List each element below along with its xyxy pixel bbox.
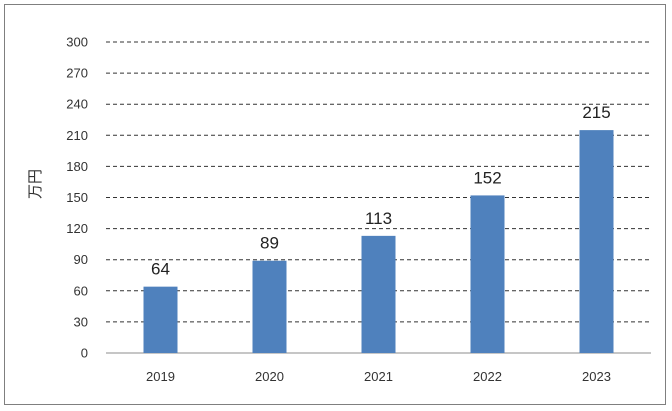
data-label-2021: 113 xyxy=(365,209,392,228)
data-label-2020: 89 xyxy=(260,234,279,253)
y-tick-label: 120 xyxy=(66,221,88,236)
x-axis-ticks: 2019 2020 2021 2022 2023 xyxy=(146,369,611,384)
bar-2022 xyxy=(470,195,505,353)
bar-2019 xyxy=(143,286,178,353)
y-tick-label: 180 xyxy=(66,159,88,174)
x-tick-label-2021: 2021 xyxy=(364,369,393,384)
y-tick-label: 270 xyxy=(66,66,88,81)
y-tick-label: 240 xyxy=(66,97,88,112)
x-tick-label-2020: 2020 xyxy=(255,369,284,384)
y-tick-label: 30 xyxy=(74,314,88,329)
y-tick-label: 150 xyxy=(66,190,88,205)
x-tick-label-2023: 2023 xyxy=(582,369,611,384)
bar-2023 xyxy=(579,130,614,353)
data-label-2023: 215 xyxy=(582,103,610,122)
y-tick-label: 60 xyxy=(74,283,88,298)
chart-frame xyxy=(4,4,666,405)
y-tick-label: 210 xyxy=(66,128,88,143)
y-tick-label: 300 xyxy=(66,35,88,50)
y-axis-ticks: 0 30 60 90 120 150 180 210 240 270 300 xyxy=(66,35,88,361)
x-tick-label-2022: 2022 xyxy=(473,369,502,384)
y-tick-label: 0 xyxy=(81,346,88,361)
bar-2020 xyxy=(252,260,287,353)
bar-2021 xyxy=(361,235,396,353)
data-label-2019: 64 xyxy=(151,260,170,279)
x-tick-label-2019: 2019 xyxy=(146,369,175,384)
y-tick-label: 90 xyxy=(74,252,88,267)
data-labels: 64 89 113 152 215 xyxy=(151,103,611,279)
data-label-2022: 152 xyxy=(473,168,501,187)
y-axis-label: 万円 xyxy=(26,169,44,199)
bars xyxy=(143,130,614,353)
